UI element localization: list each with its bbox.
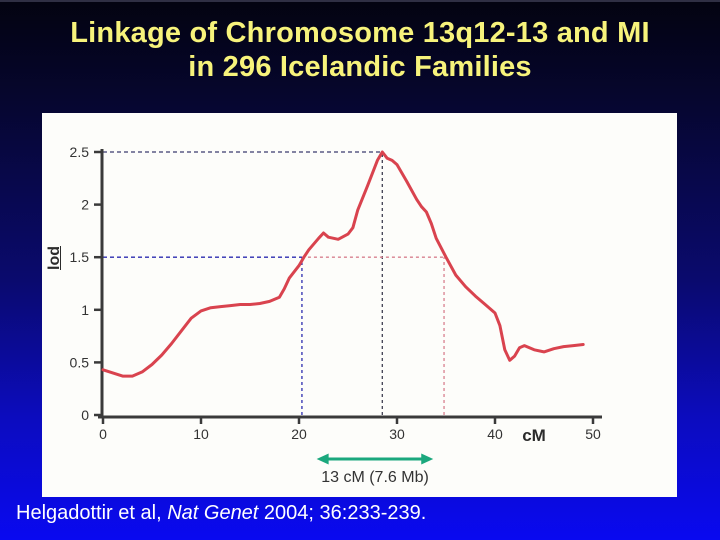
y-axis-label: lod	[46, 246, 63, 270]
y-tick-label: 0.5	[70, 354, 90, 370]
x-tick-label: 0	[99, 426, 107, 442]
y-tick-label: 2.5	[70, 144, 90, 160]
y-tick-label: 1	[81, 302, 89, 318]
x-tick-label: 10	[193, 426, 209, 442]
citation-journal: Nat Genet	[167, 502, 259, 524]
y-tick-label: 1.5	[70, 249, 90, 265]
title-line-1: Linkage of Chromosome 13q12-13 and MI	[70, 17, 650, 49]
citation-authors: Helgadottir et al,	[16, 502, 168, 524]
citation: Helgadottir et al, Nat Genet 2004; 36:23…	[16, 502, 716, 525]
lod-curve	[101, 150, 585, 378]
x-tick-label: 20	[291, 426, 307, 442]
chart-panel: 0 0.5 1 1.5 2 2.5 0 10 20 30 40 50 lod cM 13 cM (7.…	[42, 113, 677, 497]
x-tick-label: 30	[389, 426, 405, 442]
citation-ref: 2004; 36:233-239.	[258, 502, 427, 524]
interval-arrow-label: 13 cM (7.6 Mb)	[321, 469, 429, 486]
interval-arrow-right-head	[421, 453, 434, 465]
slide-title: Linkage of Chromosome 13q12-13 and MI in…	[0, 16, 720, 84]
slide-top-edge	[0, 0, 720, 2]
interval-arrow-left-head	[316, 453, 329, 465]
lod-linkage-chart: 0 0.5 1 1.5 2 2.5 0 10 20 30 40 50	[70, 144, 602, 465]
x-tick-label: 40	[487, 426, 503, 442]
x-tick-label: 50	[585, 426, 601, 442]
y-tick-label: 0	[81, 407, 89, 423]
x-axis-label: cM	[522, 426, 546, 445]
y-tick-label: 2	[81, 197, 89, 213]
title-line-2: in 296 Icelandic Families	[188, 51, 532, 84]
